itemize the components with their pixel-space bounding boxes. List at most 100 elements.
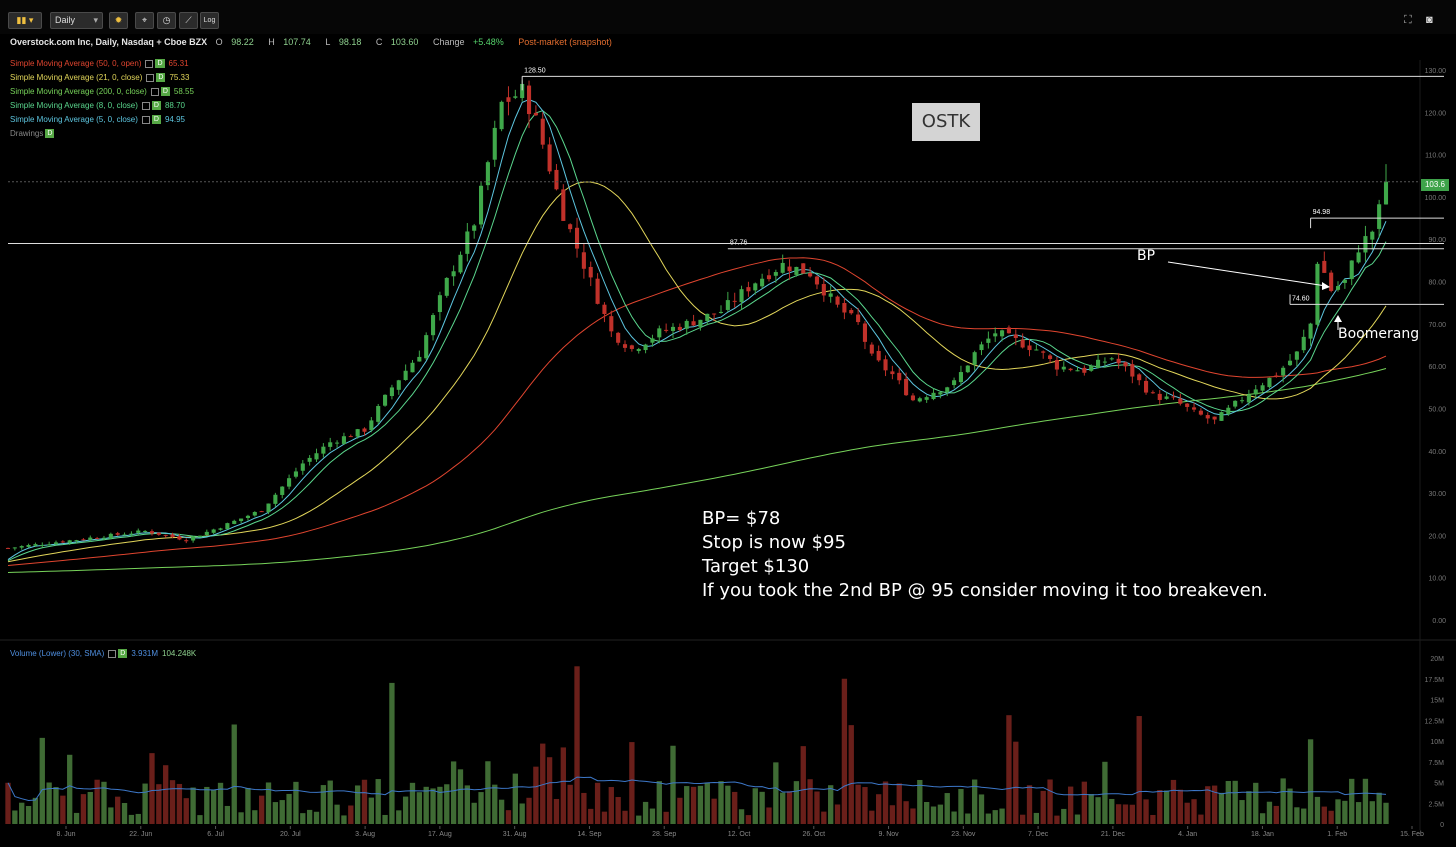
change-value: +5.48%: [473, 37, 504, 47]
camera-icon[interactable]: ◙: [1426, 14, 1433, 26]
candle-body: [280, 486, 285, 495]
volume-study[interactable]: Volume (Lower) (30, SMA) D 3.931M 104.248K: [10, 649, 196, 659]
volume-bar: [478, 792, 484, 824]
volume-bar: [834, 804, 841, 824]
volume-bar: [828, 785, 834, 824]
volume-bar: [231, 724, 237, 824]
study-sma-200[interactable]: Simple Moving Average (200, 0, close) D 58…: [10, 87, 194, 97]
study-d-badge[interactable]: D: [156, 73, 166, 83]
candle-body: [917, 398, 922, 402]
study-sma-50[interactable]: Simple Moving Average (50, 0, open) D 65.3…: [10, 59, 189, 69]
candle-body: [1342, 279, 1347, 283]
candle-body: [472, 225, 477, 231]
settings-button[interactable]: ✹: [109, 12, 128, 29]
candle-body: [1013, 334, 1018, 338]
volume-bar: [903, 801, 909, 824]
volume-bar: [73, 812, 80, 824]
study-d-badge[interactable]: D: [160, 87, 170, 97]
candle-body: [1308, 323, 1313, 339]
candle-body: [520, 83, 525, 99]
study-menu-icon[interactable]: [141, 115, 150, 124]
drawings-d-badge[interactable]: D: [45, 129, 55, 139]
volume-bar: [375, 779, 381, 824]
volume-bar: [300, 813, 306, 824]
study-menu-icon[interactable]: [150, 87, 159, 96]
study-menu-icon[interactable]: [108, 649, 117, 658]
candle-body: [808, 272, 813, 277]
volume-bar: [992, 810, 998, 824]
volume-bar: [574, 666, 580, 824]
candle-body: [321, 446, 326, 454]
timeframe-select[interactable]: Daily: [50, 12, 103, 29]
candle-body: [60, 541, 65, 543]
candle-body: [1130, 364, 1135, 377]
volume-bar: [183, 798, 189, 824]
fullscreen-icon[interactable]: ⛶: [1404, 14, 1412, 26]
volume-bar: [773, 762, 779, 824]
candle-body: [88, 537, 93, 540]
candle-body: [259, 511, 264, 513]
volume-bar: [389, 682, 395, 824]
volume-bar: [1040, 790, 1046, 824]
volume-bar: [492, 784, 498, 824]
candle-body: [1267, 377, 1272, 388]
volume-bar: [896, 783, 902, 824]
clock-button[interactable]: ◷: [157, 12, 176, 29]
candle-body: [1164, 396, 1169, 399]
study-menu-icon[interactable]: [146, 73, 155, 82]
candle-body: [883, 359, 888, 371]
study-d-badge[interactable]: D: [151, 115, 161, 125]
study-d-badge[interactable]: D: [118, 649, 128, 659]
note-target: Target $130: [702, 556, 810, 577]
volume-sma-path: [7, 776, 1387, 802]
volume-bar: [533, 766, 539, 824]
volume-bar: [1342, 800, 1348, 824]
volume-bar: [615, 797, 621, 824]
candle-body: [547, 144, 552, 172]
date-tick-label: 8. Jun: [56, 831, 75, 838]
volume-bar: [382, 814, 388, 824]
drawings-row[interactable]: Drawings D: [10, 129, 55, 139]
volume-bar: [101, 781, 107, 824]
volume-bar: [149, 753, 155, 824]
symbol-title: Overstock.com Inc, Daily, Nasdaq + Cboe …: [10, 37, 208, 47]
candle-body: [965, 365, 970, 373]
candle-body: [383, 394, 388, 406]
volume-bar: [121, 802, 128, 824]
volume-bar: [498, 799, 505, 824]
candle-body: [369, 420, 374, 431]
study-sma-5[interactable]: Simple Moving Average (5, 0, close) D 94.9…: [10, 115, 185, 125]
drawing-tool-button[interactable]: ⟋: [179, 12, 198, 29]
volume-bar: [163, 765, 169, 824]
candle-body: [1171, 396, 1176, 398]
price-tick-label: 0.00: [1432, 618, 1446, 625]
candle-body: [1109, 358, 1114, 360]
study-menu-icon[interactable]: [141, 101, 150, 110]
candle-body: [47, 544, 52, 546]
volume-bar: [1067, 786, 1074, 824]
crosshair-button[interactable]: ⌖: [135, 12, 154, 29]
candle-body: [307, 457, 312, 462]
candle-body: [1233, 400, 1238, 407]
study-d-badge[interactable]: D: [151, 101, 161, 111]
candle-body: [890, 371, 895, 375]
volume-bar: [780, 792, 786, 824]
study-sma-8[interactable]: Simple Moving Average (8, 0, close) D 88.7…: [10, 101, 185, 111]
volume-bar: [930, 806, 937, 824]
study-sma-21[interactable]: Simple Moving Average (21, 0, close) D 75.…: [10, 73, 189, 83]
candle-body: [609, 316, 614, 332]
log-scale-button[interactable]: Log: [200, 12, 219, 29]
sma-line: [7, 181, 1387, 563]
chart-type-button[interactable]: ▮▮ ▾: [8, 12, 42, 29]
candle-body: [993, 333, 998, 337]
volume-bar: [1019, 814, 1026, 824]
date-tick-label: 1. Feb: [1327, 831, 1347, 838]
candle-body: [746, 287, 751, 292]
volume-bar: [766, 807, 772, 824]
candle-body: [444, 277, 449, 296]
candle-body: [1315, 263, 1320, 325]
volume-bar: [1006, 715, 1012, 824]
study-d-badge[interactable]: D: [155, 59, 165, 69]
study-menu-icon[interactable]: [145, 59, 154, 68]
